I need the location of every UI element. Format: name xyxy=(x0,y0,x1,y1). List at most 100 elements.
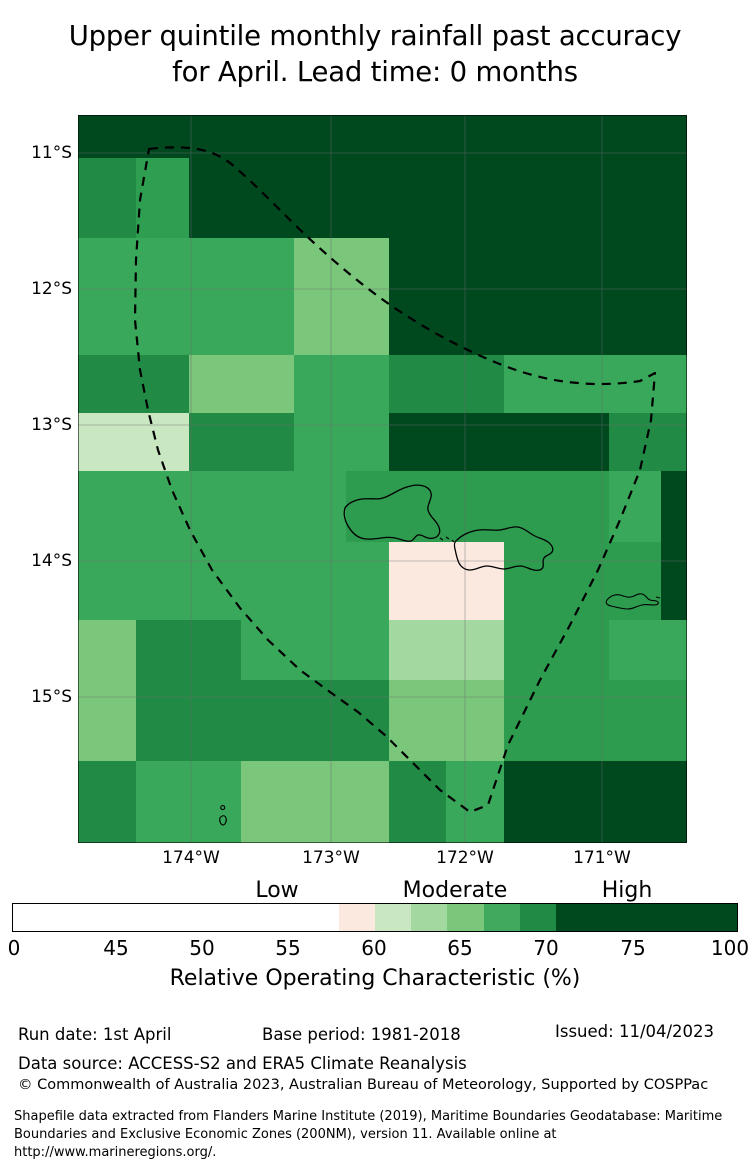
colorbar-category-label: High xyxy=(601,878,653,903)
heatmap-cell xyxy=(346,413,389,471)
heatmap-cell xyxy=(446,680,504,761)
longitude-tick-label: 171°W xyxy=(573,848,631,868)
longitude-tick-label: 173°W xyxy=(302,848,360,868)
colorbar-segment xyxy=(338,904,375,931)
heatmap-cell xyxy=(346,115,389,158)
heatmap-cell xyxy=(78,471,136,542)
heatmap-cell xyxy=(189,158,241,238)
colorbar-tick-label: 70 xyxy=(533,936,559,960)
shapefile-note-text: Shapefile data extracted from Flanders M… xyxy=(14,1109,723,1160)
heatmap-cell xyxy=(556,620,609,680)
colorbar-category-label: Moderate xyxy=(402,878,508,903)
heatmap-cell xyxy=(189,471,241,542)
heatmap-cell xyxy=(189,115,241,158)
heatmap-cell xyxy=(136,471,189,542)
heatmap-cell xyxy=(78,542,136,620)
heatmap-cell xyxy=(446,238,504,296)
heatmap-cell xyxy=(294,413,346,471)
heatmap-cell xyxy=(346,355,389,413)
colorbar xyxy=(12,903,738,932)
heatmap-cell xyxy=(389,296,446,355)
colorbar-tick-label: 50 xyxy=(189,936,215,960)
heatmap-cell xyxy=(446,542,504,620)
heatmap-cell xyxy=(78,158,136,238)
heatmap-cell xyxy=(241,761,294,843)
heatmap-cell xyxy=(294,620,346,680)
heatmap-cell xyxy=(504,471,556,542)
latitude-tick-label: 15°S xyxy=(31,687,72,707)
heatmap-cell xyxy=(661,158,687,238)
heatmap-cell xyxy=(78,413,136,471)
heatmap-cell xyxy=(294,680,346,761)
latitude-axis: 11°S 12°S 13°S 14°S 15°S xyxy=(0,0,72,1140)
heatmap-cell xyxy=(389,115,446,158)
heatmap-cell xyxy=(661,238,687,296)
heatmap-cell xyxy=(609,680,661,761)
heatmap-cell xyxy=(661,115,687,158)
heatmap-cell xyxy=(504,542,556,620)
heatmap-cell xyxy=(556,542,609,620)
colorbar-tick-label: 0 xyxy=(7,936,21,960)
heatmap-cell xyxy=(609,761,661,843)
base-period-text: Base period: 1981-2018 xyxy=(262,1025,461,1044)
heatmap-cell xyxy=(241,355,294,413)
eez-boundary xyxy=(133,146,657,814)
colorbar-axis-label: Relative Operating Characteristic (%) xyxy=(169,966,581,991)
heatmap-cell xyxy=(294,761,346,843)
heatmap-cell xyxy=(136,158,189,238)
heatmap-cell xyxy=(504,620,556,680)
heatmap-cell xyxy=(346,471,389,542)
heatmap-cell xyxy=(504,761,556,843)
heatmap-cell xyxy=(241,413,294,471)
heatmap-cell xyxy=(504,680,556,761)
heatmap-cell xyxy=(389,238,446,296)
heatmap-cell xyxy=(136,620,189,680)
heatmap-cell xyxy=(556,296,609,355)
heatmap-cell-group xyxy=(78,115,687,843)
latitude-tick-label: 12°S xyxy=(31,279,72,299)
colorbar-segment xyxy=(519,904,556,931)
colorbar-segment xyxy=(411,904,448,931)
heatmap-cell xyxy=(389,680,446,761)
issued-date-text: Issued: 11/04/2023 xyxy=(555,1022,715,1041)
heatmap-cell xyxy=(389,542,446,620)
heatmap-cell xyxy=(661,413,687,471)
heatmap-cell xyxy=(241,115,294,158)
coastline-tutuila xyxy=(605,593,661,610)
heatmap-cell xyxy=(136,355,189,413)
heatmap-cell xyxy=(661,355,687,413)
colorbar-segment xyxy=(447,904,484,931)
coastline-islets-south xyxy=(219,805,227,826)
heatmap-cell xyxy=(504,158,556,238)
heatmap-cell xyxy=(504,238,556,296)
title-line-1: Upper quintile monthly rainfall past acc… xyxy=(68,20,682,52)
colorbar-category-labels: Low Moderate High xyxy=(0,878,750,904)
map-svg xyxy=(78,115,687,843)
heatmap-cell xyxy=(446,471,504,542)
colorbar-tick-labels: 0 45 50 55 60 65 70 75 100 xyxy=(0,936,750,960)
heatmap-cell xyxy=(189,620,241,680)
heatmap-cell xyxy=(346,158,389,238)
heatmap-cell xyxy=(346,761,389,843)
footer-meta-row: Run date: 1st April Base period: 1981-20… xyxy=(0,1022,750,1051)
heatmap-cell xyxy=(609,542,661,620)
heatmap-cell xyxy=(136,115,189,158)
heatmap-cell xyxy=(294,238,346,296)
heatmap-cell xyxy=(189,761,241,843)
heatmap-cell xyxy=(136,761,189,843)
heatmap-cell xyxy=(556,238,609,296)
latitude-tick-label: 11°S xyxy=(31,143,72,163)
heatmap-cell xyxy=(78,680,136,761)
heatmap-cell xyxy=(609,620,661,680)
footer: Run date: 1st April Base period: 1981-20… xyxy=(0,1022,750,1160)
copyright-text: © Commonwealth of Australia 2023, Austra… xyxy=(18,1077,709,1093)
heatmap-cell xyxy=(241,296,294,355)
heatmap-cell xyxy=(136,680,189,761)
colorbar-segment xyxy=(13,904,339,931)
heatmap-cell xyxy=(609,158,661,238)
heatmap-cell xyxy=(346,296,389,355)
heatmap-cell xyxy=(189,542,241,620)
heatmap-cell xyxy=(136,296,189,355)
colorbar-segment xyxy=(483,904,520,931)
heatmap-cell xyxy=(556,471,609,542)
